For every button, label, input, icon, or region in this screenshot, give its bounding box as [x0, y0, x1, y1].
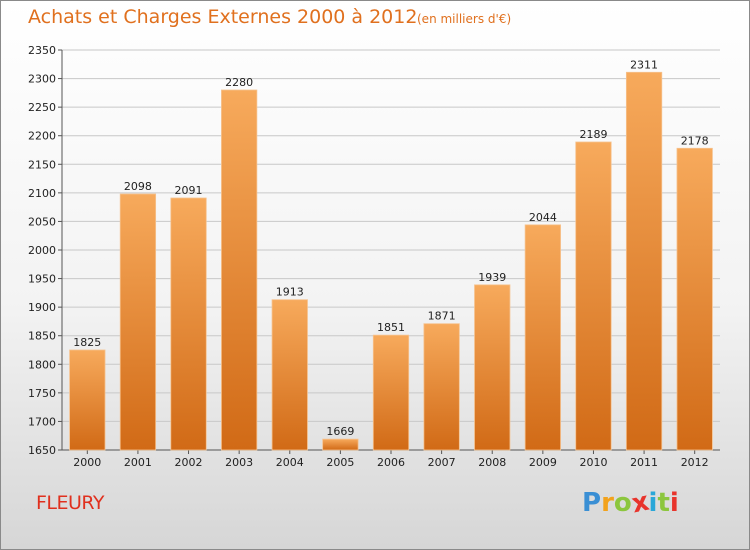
x-tick-label-2006: 2006	[377, 456, 405, 469]
bar-2010	[575, 141, 612, 451]
bars	[69, 71, 713, 451]
y-tick-label: 2300	[28, 73, 56, 86]
x-tick-label-2012: 2012	[681, 456, 709, 469]
x-tick-label-2010: 2010	[579, 456, 607, 469]
y-tick-label: 2200	[28, 130, 56, 143]
x-tick-label-2000: 2000	[73, 456, 101, 469]
bar-2005	[322, 438, 359, 451]
bar-2003	[221, 89, 258, 451]
y-tick-label: 1950	[28, 273, 56, 286]
x-tick-label-2002: 2002	[175, 456, 203, 469]
bar-2009	[524, 224, 561, 451]
data-label-2005: 1669	[326, 425, 354, 438]
bar-2004	[271, 299, 308, 451]
y-tick-label: 2000	[28, 244, 56, 257]
x-tick-label-2001: 2001	[124, 456, 152, 469]
logo-letter: P	[582, 488, 602, 518]
data-label-2007: 1871	[428, 310, 456, 323]
y-tick-label: 1850	[28, 330, 56, 343]
x-tick-label-2004: 2004	[276, 456, 304, 469]
data-label-2010: 2189	[579, 128, 607, 141]
x-tick-label-2007: 2007	[428, 456, 456, 469]
labels: 1825 2098 2091 2280 1913 1669 1851 1871 1939 2044…	[73, 58, 708, 438]
y-tick-label: 1700	[28, 415, 56, 428]
data-label-2004: 1913	[276, 286, 304, 299]
data-label-2001: 2098	[124, 180, 152, 193]
data-label-2006: 1851	[377, 321, 405, 334]
data-label-2008: 1939	[478, 271, 506, 284]
place-name: FLEURY	[36, 492, 105, 514]
y-tick-label: 2150	[28, 158, 56, 171]
proxiti-logo[interactable]: Proxiti	[582, 487, 679, 520]
x-tick-label-2003: 2003	[225, 456, 253, 469]
x-tick-label-2011: 2011	[630, 456, 658, 469]
y-tick-label: 2350	[28, 44, 56, 57]
bar-2012	[676, 147, 713, 451]
logo-letter: i	[648, 488, 658, 518]
x-tick-label-2009: 2009	[529, 456, 557, 469]
data-label-2009: 2044	[529, 211, 557, 224]
y-tick-label: 2100	[28, 187, 56, 200]
unit-note: (en milliers d'€)	[417, 12, 512, 26]
data-label-2003: 2280	[225, 76, 253, 89]
data-label-2000: 1825	[73, 336, 101, 349]
data-label-2011: 2311	[630, 58, 658, 71]
chart-title: Achats et Charges Externes 2000 à 2012	[28, 6, 418, 28]
data-label-2012: 2178	[681, 134, 709, 147]
x-tick-label-2008: 2008	[478, 456, 506, 469]
logo-letter: r	[601, 488, 614, 518]
y-tick-label: 1750	[28, 387, 56, 400]
logo-letter: t	[657, 488, 670, 518]
y-tick-label: 1800	[28, 358, 56, 371]
logo-letter: i	[669, 488, 679, 518]
y-tick-label: 1650	[28, 444, 56, 457]
logo-letter: o	[613, 488, 632, 518]
y-tick-label: 2250	[28, 101, 56, 114]
bar-2011	[625, 71, 663, 451]
bar-2008	[474, 284, 511, 451]
data-label-2002: 2091	[175, 184, 203, 197]
y-tick-label: 1900	[28, 301, 56, 314]
y-tick-label: 2050	[28, 215, 56, 228]
bar-2007	[423, 323, 460, 451]
bar-2000	[69, 349, 106, 451]
bar-2001	[119, 193, 157, 451]
bar-2006	[372, 334, 410, 451]
bar-2002	[170, 197, 207, 451]
x-tick-label-2005: 2005	[326, 456, 354, 469]
